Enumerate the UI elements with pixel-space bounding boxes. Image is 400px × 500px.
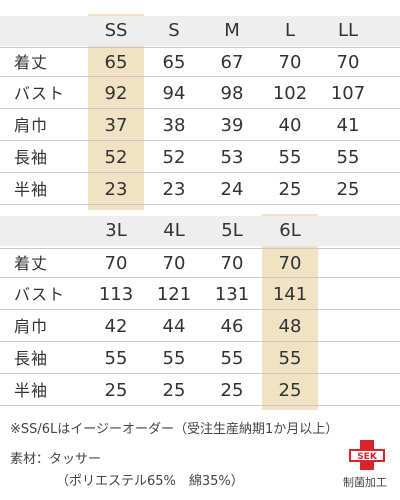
table-cell: 44	[162, 316, 186, 337]
table-cell: 70	[278, 253, 302, 274]
table-cell: 25	[278, 380, 302, 401]
table-cell: 55	[278, 147, 302, 168]
sek-logo-text: SEK	[357, 452, 378, 462]
measurement-label: バスト	[14, 285, 66, 304]
size-header-cell: 5L	[221, 220, 243, 241]
size-header-cell: 6L	[279, 220, 301, 241]
table-row: 半袖 25 25 25 25	[0, 376, 400, 406]
table-cell: 70	[336, 52, 360, 73]
table-cell: 70	[220, 253, 244, 274]
table-cell: 37	[104, 115, 128, 136]
measurement-label: バスト	[14, 84, 66, 103]
measurement-label: 肩巾	[14, 116, 49, 135]
highlight-column-ss	[88, 14, 144, 210]
sek-caption: 制菌加工	[343, 476, 387, 489]
table-cell: 52	[104, 147, 128, 168]
table-cell: 55	[162, 348, 186, 369]
size-header-cell: M	[224, 20, 240, 41]
table-cell: 107	[330, 83, 366, 104]
measurement-label: 着丈	[14, 53, 49, 72]
table-cell: 141	[272, 284, 308, 305]
table-cell: 70	[104, 253, 128, 274]
table-cell: 42	[104, 316, 128, 337]
table-row: 肩巾 37 38 39 40 41	[0, 111, 400, 141]
table-cell: 55	[278, 348, 302, 369]
table-cell: 39	[220, 115, 244, 136]
measurement-label: 長袖	[14, 349, 49, 368]
table-cell: 23	[104, 179, 128, 200]
table-cell: 25	[336, 179, 360, 200]
table-cell: 24	[220, 179, 244, 200]
table-cell: 102	[272, 83, 308, 104]
table-1-header: SS S M L LL	[0, 16, 400, 46]
table-cell: 131	[214, 284, 250, 305]
table-row: 長袖 55 55 55 55	[0, 344, 400, 374]
measurement-label: 半袖	[14, 180, 49, 199]
table-row: 着丈 70 70 70 70	[0, 248, 400, 278]
table-cell: 70	[162, 253, 186, 274]
table-cell: 25	[278, 179, 302, 200]
table-row: 長袖 52 52 53 55 55	[0, 143, 400, 173]
table-cell: 48	[278, 316, 302, 337]
size-header-cell: 3L	[105, 220, 127, 241]
table-cell: 92	[104, 83, 128, 104]
measurement-label: 着丈	[14, 254, 49, 273]
table-cell: 121	[156, 284, 192, 305]
table-cell: 65	[104, 52, 128, 73]
table-cell: 55	[336, 147, 360, 168]
table-cell: 70	[278, 52, 302, 73]
table-cell: 46	[220, 316, 244, 337]
table-cell: 25	[104, 380, 128, 401]
table-cell: 98	[220, 83, 244, 104]
table-cell: 41	[336, 115, 360, 136]
highlight-column-6l	[262, 214, 318, 410]
measurement-label: 長袖	[14, 148, 49, 167]
table-row: 半袖 23 23 24 25 25	[0, 175, 400, 205]
table-cell: 25	[162, 380, 186, 401]
size-header-cell: S	[168, 20, 180, 41]
table-cell: 52	[162, 147, 186, 168]
table-cell: 38	[162, 115, 186, 136]
table-cell: 40	[278, 115, 302, 136]
size-header-cell: LL	[337, 20, 359, 41]
table-cell: 55	[104, 348, 128, 369]
material-detail: （ポリエステル65% 綿35%）	[56, 474, 244, 489]
measurement-label: 肩巾	[14, 317, 49, 336]
table-cell: 65	[162, 52, 186, 73]
table-2-header: 3L 4L 5L 6L	[0, 216, 400, 246]
size-header-cell: SS	[104, 20, 128, 41]
table-row: 肩巾 42 44 46 48	[0, 312, 400, 342]
table-cell: 25	[220, 380, 244, 401]
table-cell: 53	[220, 147, 244, 168]
table-row: バスト 113 121 131 141	[0, 280, 400, 310]
measurement-label: 半袖	[14, 381, 49, 400]
size-header-cell: 4L	[163, 220, 185, 241]
sek-logo-icon: SEK	[349, 440, 385, 470]
table-row: バスト 92 94 98 102 107	[0, 79, 400, 109]
table-cell: 94	[162, 83, 186, 104]
table-cell: 55	[220, 348, 244, 369]
table-cell: 67	[220, 52, 244, 73]
table-cell: 113	[98, 284, 134, 305]
table-cell: 23	[162, 179, 186, 200]
material-label: 素材：タッサー	[10, 452, 102, 467]
order-note: ※SS/6Lはイージーオーダー（受注生産納期1か月以上）	[10, 422, 339, 437]
size-header-cell: L	[284, 20, 296, 41]
table-row: 着丈 65 65 67 70 70	[0, 47, 400, 77]
